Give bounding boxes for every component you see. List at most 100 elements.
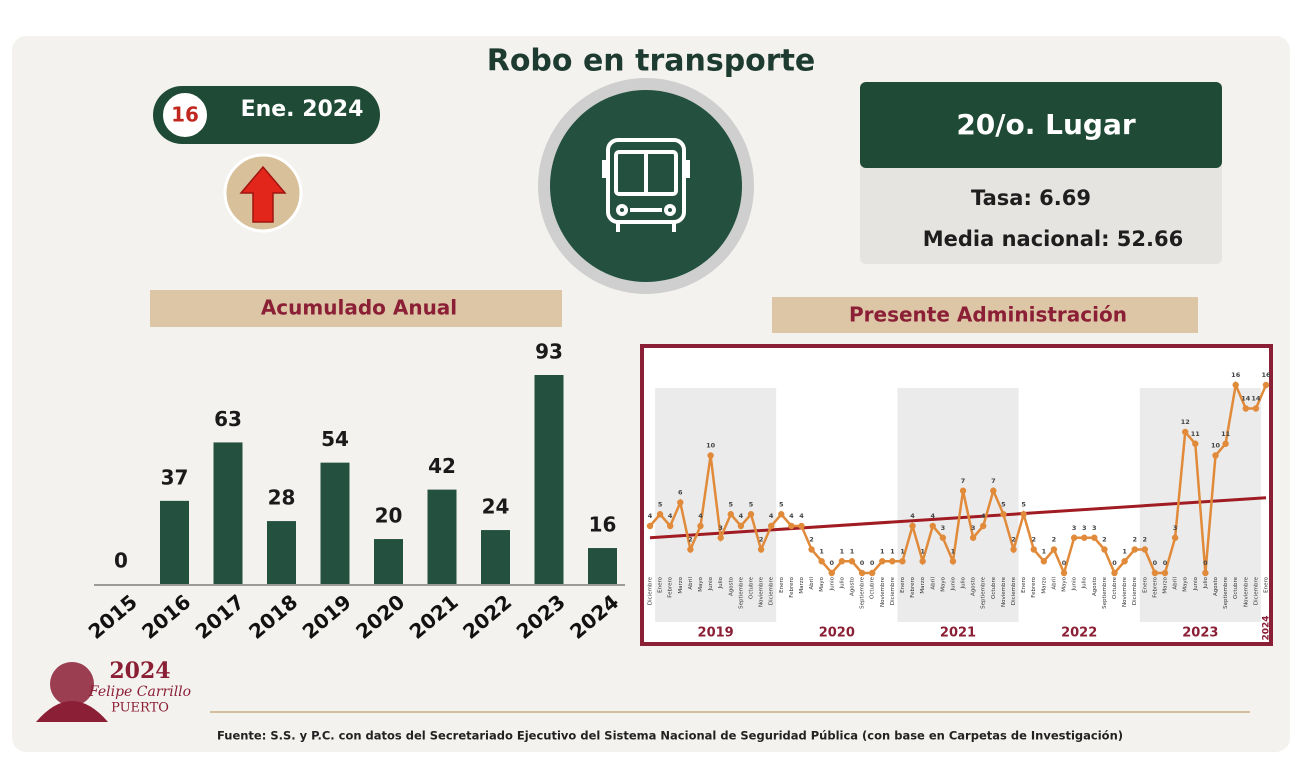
x-tick-label: Enero (900, 576, 906, 592)
value-label: 1 (819, 547, 824, 555)
x-tick-label: Marzo (1041, 576, 1047, 593)
point (1161, 569, 1169, 577)
point (1202, 569, 1209, 577)
logo-shoulders (36, 701, 108, 722)
point (1151, 569, 1159, 577)
value-label: 2 (1031, 536, 1036, 544)
point (788, 522, 795, 530)
value-label: 2 (688, 536, 693, 544)
x-tick-label: Diciembre (890, 576, 896, 605)
point (646, 522, 654, 530)
point (969, 534, 977, 541)
value-label: 2 (1143, 536, 1148, 544)
x-tick-label: Noviembre (1001, 576, 1007, 607)
value-label: 12 (1181, 418, 1190, 426)
x-tick-label: Junio (708, 576, 714, 591)
x-tick-label: Febrero (668, 576, 674, 597)
year-label: 2024 (1262, 615, 1272, 640)
point (687, 546, 694, 553)
value-label: 4 (668, 512, 673, 520)
point (1060, 569, 1068, 577)
point (818, 558, 825, 565)
point (1111, 569, 1118, 577)
point (1070, 534, 1078, 541)
value-label: 0 (870, 559, 875, 567)
value-label: 0 (1203, 559, 1208, 567)
year-label: 2022 (1061, 626, 1097, 641)
value-label: 3 (718, 524, 723, 532)
bar (427, 489, 457, 584)
logo-name: Felipe Carrillo (88, 684, 191, 700)
x-tick-label: Diciembre (1253, 576, 1259, 605)
point (798, 522, 805, 530)
point (1010, 546, 1017, 553)
point (656, 511, 664, 518)
year-label: 2021 (940, 626, 976, 641)
ranking-header (860, 82, 1222, 168)
value-label: 4 (799, 512, 804, 520)
x-tick-label: Abril (1051, 577, 1057, 590)
x-tick-label: Febrero (910, 576, 916, 597)
value-label: 4 (981, 512, 986, 520)
value-label: 2 (1052, 536, 1057, 544)
logo: 2024 Felipe Carrillo PUERTO (36, 658, 191, 722)
point (909, 522, 916, 530)
x-tick-label: Agosto (728, 576, 734, 596)
value-label: 5 (779, 500, 784, 508)
value-label: 42 (428, 454, 456, 478)
value-label: 1 (840, 547, 845, 555)
point (929, 522, 936, 530)
point (737, 522, 745, 530)
point (697, 522, 704, 530)
x-tick-label: Octubre (748, 576, 754, 599)
x-tick-label: Agosto (971, 576, 977, 596)
x-tick-label: Enero (1142, 576, 1148, 592)
point (1192, 440, 1199, 447)
x-tick-label: Octubre (870, 576, 876, 599)
x-tick-label: Abril (809, 577, 815, 590)
point (1212, 452, 1219, 459)
point (1030, 546, 1037, 553)
x-tick-label: Julio (961, 576, 967, 589)
point (1000, 511, 1007, 518)
value-label: 2 (759, 536, 764, 544)
point (707, 452, 714, 459)
bar-title: Acumulado Anual (261, 296, 457, 320)
value-label: 0 (1163, 559, 1168, 567)
value-label: 1 (920, 547, 925, 555)
x-tick-label: Abril (1173, 577, 1179, 590)
value-label: 4 (769, 512, 774, 520)
section-header (772, 297, 1198, 333)
bus-icon (602, 138, 690, 232)
logo-surname: PUERTO (111, 701, 169, 716)
bar (374, 539, 403, 584)
value-label: 3 (1092, 524, 1097, 532)
x-tick-label: Agosto (1213, 576, 1219, 596)
value-label: 20 (375, 504, 403, 528)
value-label: 4 (910, 512, 915, 520)
logo-year: 2024 (109, 658, 170, 684)
point (959, 487, 967, 494)
ranking-place: 20/o. Lugar (956, 108, 1136, 141)
point (1242, 405, 1250, 412)
value-label: 93 (535, 340, 563, 364)
point (838, 558, 846, 565)
x-tick-label: Mayo (1183, 576, 1189, 591)
bar (481, 530, 510, 584)
value-label: 0 (1062, 559, 1067, 567)
value-label: 0 (1112, 559, 1117, 567)
x-tick-label: Septiembre (981, 576, 987, 608)
x-tick-label: Diciembre (769, 576, 775, 605)
value-label: 4 (930, 512, 935, 520)
bar (588, 548, 617, 584)
point (767, 522, 775, 530)
x-tick-label: Noviembre (759, 576, 765, 607)
value-label: 2 (1102, 536, 1107, 544)
value-label: 5 (1021, 500, 1026, 508)
point (677, 499, 684, 506)
x-tick-label: Enero (1021, 576, 1027, 592)
point (980, 522, 987, 530)
point (1252, 405, 1260, 412)
value-label: 28 (268, 486, 296, 510)
